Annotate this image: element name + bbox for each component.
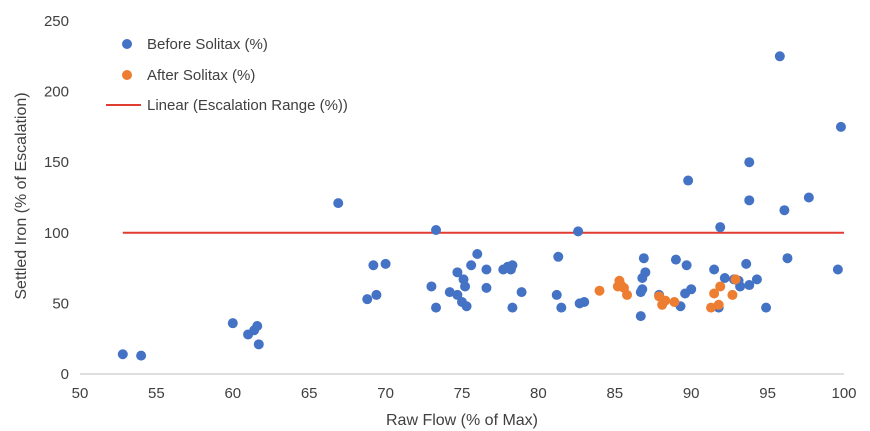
before-solitax-point xyxy=(507,260,518,271)
legend-marker-before-solitax xyxy=(122,39,132,49)
x-axis-title: Raw Flow (% of Max) xyxy=(386,412,538,429)
before-solitax-point xyxy=(426,281,437,292)
before-solitax-point xyxy=(481,282,492,293)
before-solitax-point xyxy=(744,280,755,291)
y-axis-title: Settled Iron (% of Escalation) xyxy=(13,92,30,299)
before-solitax-point xyxy=(431,224,442,235)
legend-label-before-solitax: Before Solitax (%) xyxy=(147,36,268,53)
x-tick-label: 70 xyxy=(377,385,394,402)
before-solitax-point xyxy=(556,302,567,313)
before-solitax-point xyxy=(686,284,697,295)
before-solitax-point xyxy=(333,198,344,209)
before-solitax-point xyxy=(452,289,463,300)
before-solitax-point xyxy=(579,296,590,307)
legend: Before Solitax (%) After Solitax (%) Lin… xyxy=(106,36,348,114)
before-solitax-point xyxy=(573,226,584,237)
before-solitax-point xyxy=(635,311,646,322)
y-tick-label: 0 xyxy=(61,366,69,383)
after-solitax-point xyxy=(709,288,720,299)
before-solitax-point xyxy=(452,267,463,278)
before-solitax-point xyxy=(832,264,843,275)
x-tick-label: 65 xyxy=(301,385,318,402)
before-solitax-point xyxy=(481,264,492,275)
series-after-solitax xyxy=(594,274,741,313)
before-solitax-point xyxy=(744,157,755,168)
before-solitax-point xyxy=(460,281,471,292)
before-solitax-point xyxy=(835,121,846,132)
y-tick-label: 50 xyxy=(52,295,69,312)
before-solitax-point xyxy=(252,320,263,331)
before-solitax-point xyxy=(709,264,720,275)
before-solitax-point xyxy=(380,258,391,269)
x-axis-ticks: 50 55 60 65 70 75 80 85 90 95 100 xyxy=(72,385,857,402)
before-solitax-point xyxy=(117,349,128,360)
legend-marker-after-solitax xyxy=(122,70,132,80)
before-solitax-point xyxy=(553,251,564,262)
after-solitax-point xyxy=(713,299,724,310)
after-solitax-point xyxy=(715,281,726,292)
before-solitax-point xyxy=(735,281,746,292)
before-solitax-point xyxy=(782,253,793,264)
x-tick-label: 60 xyxy=(224,385,241,402)
after-solitax-point xyxy=(669,296,680,307)
before-solitax-point xyxy=(761,302,772,313)
x-tick-label: 50 xyxy=(72,385,89,402)
before-solitax-point xyxy=(719,272,730,283)
before-solitax-point xyxy=(472,248,483,259)
before-solitax-point xyxy=(715,222,726,233)
before-solitax-point xyxy=(362,294,373,305)
before-solitax-point xyxy=(681,260,692,271)
before-solitax-point xyxy=(741,258,752,269)
after-solitax-point xyxy=(660,295,671,306)
y-tick-label: 250 xyxy=(44,13,69,30)
y-tick-label: 150 xyxy=(44,154,69,171)
x-tick-label: 80 xyxy=(530,385,547,402)
after-solitax-point xyxy=(594,285,605,296)
before-solitax-point xyxy=(253,339,264,350)
legend-label-after-solitax: After Solitax (%) xyxy=(147,67,255,84)
before-solitax-point xyxy=(516,287,527,298)
after-solitax-point xyxy=(727,289,738,300)
before-solitax-point xyxy=(683,175,694,186)
after-solitax-point xyxy=(622,289,633,300)
after-solitax-point xyxy=(706,302,717,313)
before-solitax-point xyxy=(774,51,785,62)
before-solitax-point xyxy=(638,253,649,264)
legend-label-trendline: Linear (Escalation Range (%)) xyxy=(147,97,348,114)
x-tick-label: 90 xyxy=(683,385,700,402)
before-solitax-point xyxy=(227,318,238,329)
x-tick-label: 100 xyxy=(831,385,856,402)
before-solitax-point xyxy=(136,350,147,361)
before-solitax-point xyxy=(744,195,755,206)
y-tick-label: 100 xyxy=(44,225,69,242)
before-solitax-point xyxy=(368,260,379,271)
before-solitax-point xyxy=(779,205,790,216)
before-solitax-point xyxy=(640,267,651,278)
x-tick-label: 95 xyxy=(759,385,776,402)
before-solitax-point xyxy=(670,254,681,265)
before-solitax-point xyxy=(431,302,442,313)
y-axis-ticks: 0 50 100 150 200 250 xyxy=(44,13,69,383)
y-tick-label: 200 xyxy=(44,84,69,101)
before-solitax-point xyxy=(444,287,455,298)
before-solitax-point xyxy=(551,289,562,300)
before-solitax-point xyxy=(637,284,648,295)
x-tick-label: 55 xyxy=(148,385,165,402)
after-solitax-point xyxy=(730,274,741,285)
before-solitax-point xyxy=(803,192,814,203)
before-solitax-point xyxy=(461,301,472,312)
before-solitax-point xyxy=(466,260,477,271)
x-tick-label: 75 xyxy=(454,385,471,402)
before-solitax-point xyxy=(751,274,762,285)
before-solitax-point xyxy=(507,302,518,313)
x-tick-label: 85 xyxy=(606,385,623,402)
before-solitax-point xyxy=(371,289,382,300)
